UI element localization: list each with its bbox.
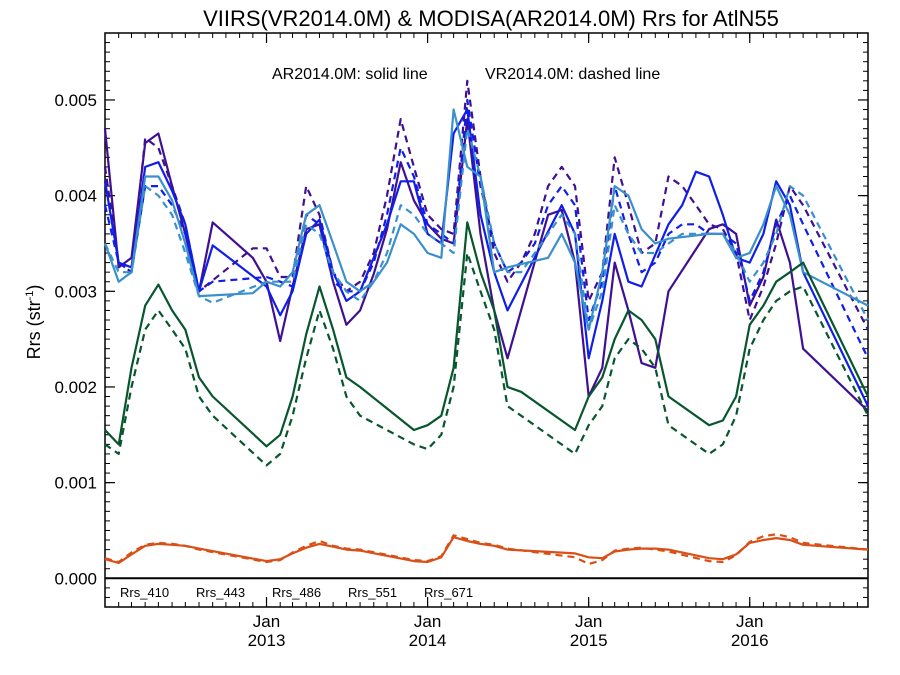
legend-rrs-443: Rrs_443 xyxy=(196,585,245,600)
solid-line-note: AR2014.0M: solid line xyxy=(272,66,428,83)
dashed-line-note: VR2014.0M: dashed line xyxy=(485,66,660,83)
x-tick-label-year: 2013 xyxy=(248,631,286,650)
rrs-671-dashed-line xyxy=(104,533,869,566)
rrs-443-dashed-line xyxy=(103,98,869,359)
x-tick-label-month: Jan xyxy=(575,612,602,631)
legend-rrs-551: Rrs_551 xyxy=(348,585,397,600)
y-tick-label: 0.004 xyxy=(54,187,97,206)
y-tick-label: 0.000 xyxy=(54,569,97,588)
rrs-486-solid-line xyxy=(103,108,869,331)
y-tick-label: 0.002 xyxy=(54,378,97,397)
x-tick-label-year: 2014 xyxy=(409,631,447,650)
rrs-443-solid-line xyxy=(103,108,869,407)
rrs-551-solid-line xyxy=(104,221,869,448)
x-tick-label-month: Jan xyxy=(736,612,763,631)
y-axis-label: Rrs (str-1) xyxy=(24,285,44,360)
rrs-671-solid-line xyxy=(104,536,869,565)
y-axis-label-sup: -1 xyxy=(24,291,36,301)
y-tick-label: 0.001 xyxy=(54,474,97,493)
x-tick-label-year: 2015 xyxy=(570,631,608,650)
legend-rrs-486: Rrs_486 xyxy=(272,585,321,600)
y-tick-label: 0.005 xyxy=(54,91,97,110)
legend-rrs-410: Rrs_410 xyxy=(120,585,169,600)
rrs-551-dashed-line xyxy=(104,251,869,467)
x-tick-label-year: 2016 xyxy=(731,631,769,650)
y-axis-label-main: Rrs (str xyxy=(24,300,44,359)
y-tick-label: 0.003 xyxy=(54,282,97,301)
chart-title: VIIRS(VR2014.0M) & MODISA(AR2014.0M) Rrs… xyxy=(203,6,779,31)
plot-area: 0.0000.0010.0020.0030.0040.005Jan2013Jan… xyxy=(54,32,869,650)
x-tick-label-month: Jan xyxy=(253,612,280,631)
rrs-410-solid-line xyxy=(103,117,869,412)
x-tick-label-month: Jan xyxy=(414,612,441,631)
y-axis-label-close: ) xyxy=(24,285,44,291)
legend-rrs-671: Rrs_671 xyxy=(424,585,473,600)
